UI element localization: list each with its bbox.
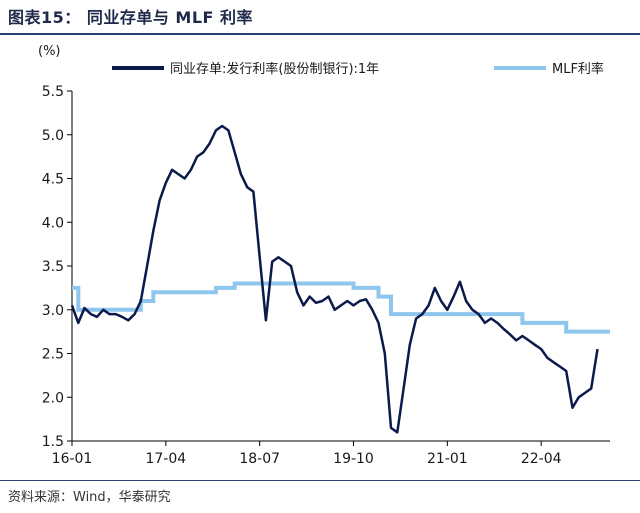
y-tick-label: 4.0 xyxy=(42,215,64,231)
y-tick-label: 2.5 xyxy=(42,347,64,363)
x-tick-label: 17-04 xyxy=(145,451,186,467)
x-tick-label: 18-07 xyxy=(239,451,280,467)
legend-item-mlf: MLF利率 xyxy=(494,58,604,77)
figure-title: 图表15： 同业存单与 MLF 利率 xyxy=(8,8,254,27)
x-tick-label: 19-10 xyxy=(333,451,374,467)
source-divider xyxy=(0,480,640,481)
source-note: 资料来源：Wind，华泰研究 xyxy=(8,490,171,505)
series-line-mlf xyxy=(72,281,610,334)
chart-axes: 1.5 2.0 2.5 3.0 3.5 4.0 4.5 5.0 5.5 16-01 17-04 18-… xyxy=(42,84,610,467)
y-tick-label: 2.0 xyxy=(42,390,64,406)
y-tick-label: 5.5 xyxy=(42,84,64,100)
y-tick-label: 1.5 xyxy=(42,434,64,450)
series-line-interbank-cd xyxy=(70,124,599,434)
y-tick-label: 3.5 xyxy=(42,259,64,275)
line-chart: 1.5 2.0 2.5 3.0 3.5 4.0 4.5 5.0 5.5 16-01 17-04 18-… xyxy=(42,84,610,467)
y-tick-label: 4.5 xyxy=(42,172,64,188)
y-tick-label: 5.0 xyxy=(42,128,64,144)
chart-series xyxy=(70,124,610,434)
legend-label-interbank-cd: 同业存单:发行利率(股份制银行):1年 xyxy=(170,62,380,77)
legend-item-interbank-cd: 同业存单:发行利率(股份制银行):1年 xyxy=(112,58,379,77)
x-tick-label: 22-04 xyxy=(521,451,562,467)
y-axis-unit: (%) xyxy=(38,44,61,59)
legend-swatch-mlf xyxy=(494,65,546,70)
y-tick-label: 3.0 xyxy=(42,303,64,319)
legend-swatch-interbank-cd xyxy=(112,65,164,70)
title-divider xyxy=(0,33,640,35)
legend-label-mlf: MLF利率 xyxy=(552,62,604,77)
x-tick-label: 16-01 xyxy=(52,451,93,467)
x-tick-label: 21-01 xyxy=(427,451,468,467)
